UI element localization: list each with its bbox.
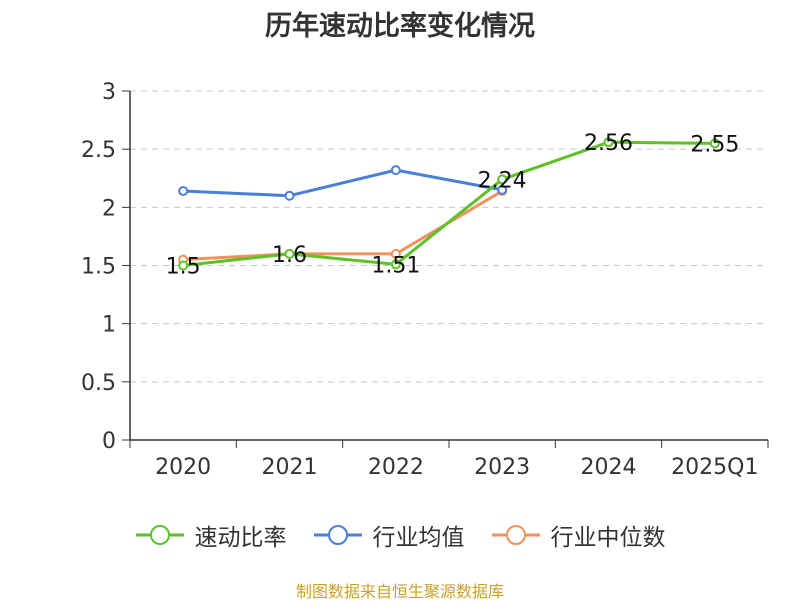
data-point: [178, 260, 189, 271]
legend-item[interactable]: 速动比率: [135, 518, 287, 552]
data-label: 1.51: [371, 253, 420, 278]
x-tick-label: 2020: [155, 455, 211, 480]
y-tick-label: 1: [102, 313, 116, 338]
y-tick-label: 3: [102, 80, 116, 105]
x-tick-label: 2022: [368, 455, 424, 480]
data-label: 1.6: [272, 243, 307, 268]
legend-item[interactable]: 行业均值: [313, 518, 465, 552]
x-tick-label: 2024: [581, 455, 637, 480]
legend-label: 行业中位数: [550, 525, 666, 551]
x-tick-label: 2025Q1: [671, 455, 758, 480]
x-tick-label: 2021: [262, 455, 318, 480]
data-point: [603, 137, 614, 148]
data-point: [497, 184, 508, 195]
data-point: [390, 248, 401, 259]
grid-lines: [130, 90, 768, 383]
series-lines: [178, 137, 720, 271]
y-tick-label: 0.5: [81, 371, 116, 396]
chart-title: 历年速动比率变化情况: [265, 11, 535, 42]
data-point: [390, 259, 401, 270]
source-note: 制图数据来自恒生聚源数据库: [295, 582, 504, 601]
data-point: [284, 248, 295, 259]
y-tick-label: 0: [102, 429, 116, 454]
legend-swatch-marker: [505, 525, 526, 545]
data-point: [284, 190, 295, 201]
data-point: [178, 186, 189, 197]
data-label: 2.55: [690, 132, 739, 157]
data-point: [390, 165, 401, 176]
x-tick-label: 2023: [474, 455, 530, 480]
legend-swatch-marker: [327, 525, 348, 545]
legend: 速动比率 行业均值 行业中位数: [0, 518, 800, 552]
axes: 0 0.5 1 1.5 2 2.5 3 2020 2021 2022 2023 2024 2025Q1: [81, 80, 769, 480]
series-line-1: [183, 168, 503, 198]
legend-swatch: [491, 525, 540, 545]
series-line-0: [183, 140, 715, 267]
legend-item[interactable]: 行业中位数: [491, 518, 666, 552]
legend-swatch-marker: [149, 525, 170, 545]
y-tick-label: 1.5: [81, 255, 116, 280]
y-tick-label: 2.5: [81, 138, 116, 163]
legend-swatch: [135, 525, 184, 545]
legend-label: 速动比率: [194, 525, 287, 551]
data-point: [497, 174, 508, 185]
data-label: 2.56: [584, 131, 633, 156]
legend-label: 行业均值: [372, 525, 465, 551]
y-tick-label: 2: [102, 196, 116, 221]
series-line-2: [183, 189, 503, 262]
data-point: [709, 138, 720, 149]
data-label: 1.5: [166, 255, 201, 280]
legend-swatch: [313, 525, 362, 545]
data-labels: 1.5 1.6 1.51 2.24 2.56 2.55: [166, 131, 740, 279]
data-label: 2.24: [478, 168, 527, 193]
